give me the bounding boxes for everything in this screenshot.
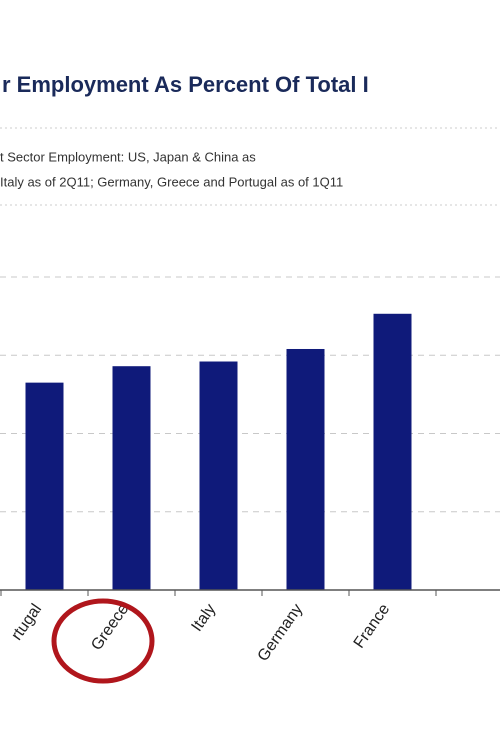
highlight-circle xyxy=(51,598,155,684)
x-tick-label: Germany xyxy=(255,601,307,665)
chart-title: r Employment As Percent Of Total I xyxy=(2,72,369,97)
x-tick-label: rtugal xyxy=(8,601,45,644)
bar xyxy=(112,366,151,590)
bar xyxy=(25,382,64,590)
bar xyxy=(199,361,238,590)
bar xyxy=(373,313,412,590)
bar xyxy=(286,348,325,590)
x-tick-label: Italy xyxy=(188,601,219,635)
x-tick-label: France xyxy=(351,601,394,652)
subtitle: t Sector Employment: US, Japan & China a… xyxy=(0,149,256,164)
x-tick-label: Greece xyxy=(88,601,132,654)
subtitle: Italy as of 2Q11; Germany, Greece and Po… xyxy=(0,174,343,189)
